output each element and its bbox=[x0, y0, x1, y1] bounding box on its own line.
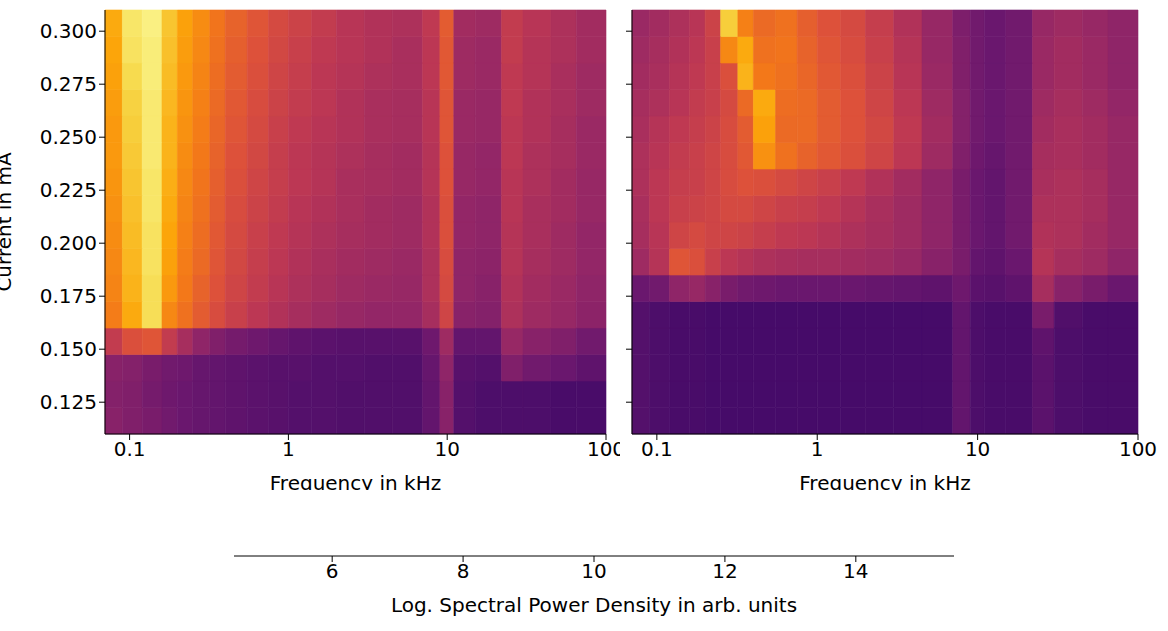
svg-text:0.275: 0.275 bbox=[40, 72, 97, 96]
svg-text:Frequency in kHz: Frequency in kHz bbox=[799, 471, 970, 490]
svg-text:6: 6 bbox=[326, 559, 339, 583]
svg-text:0.225: 0.225 bbox=[40, 178, 97, 202]
svg-text:12: 12 bbox=[712, 559, 737, 583]
svg-text:100: 100 bbox=[1119, 437, 1157, 461]
svg-text:0.250: 0.250 bbox=[40, 125, 97, 149]
svg-text:Log. Spectral Power Density in: Log. Spectral Power Density in arb. unit… bbox=[391, 593, 797, 616]
svg-text:0.300: 0.300 bbox=[40, 19, 97, 43]
svg-text:0.125: 0.125 bbox=[40, 390, 97, 414]
svg-text:14: 14 bbox=[843, 559, 868, 583]
svg-text:0.1: 0.1 bbox=[114, 437, 146, 461]
svg-text:10: 10 bbox=[581, 559, 606, 583]
svg-text:10: 10 bbox=[434, 437, 459, 461]
svg-text:1: 1 bbox=[282, 437, 295, 461]
svg-text:1: 1 bbox=[811, 437, 824, 461]
svg-text:Current in mA: Current in mA bbox=[0, 152, 16, 292]
svg-text:Frequency in kHz: Frequency in kHz bbox=[270, 471, 441, 490]
svg-text:0.175: 0.175 bbox=[40, 284, 97, 308]
svg-text:0.200: 0.200 bbox=[40, 231, 97, 255]
svg-text:100: 100 bbox=[587, 437, 620, 461]
svg-text:8: 8 bbox=[457, 559, 470, 583]
svg-text:10: 10 bbox=[965, 437, 990, 461]
svg-text:0.150: 0.150 bbox=[40, 337, 97, 361]
svg-text:0.1: 0.1 bbox=[641, 437, 673, 461]
